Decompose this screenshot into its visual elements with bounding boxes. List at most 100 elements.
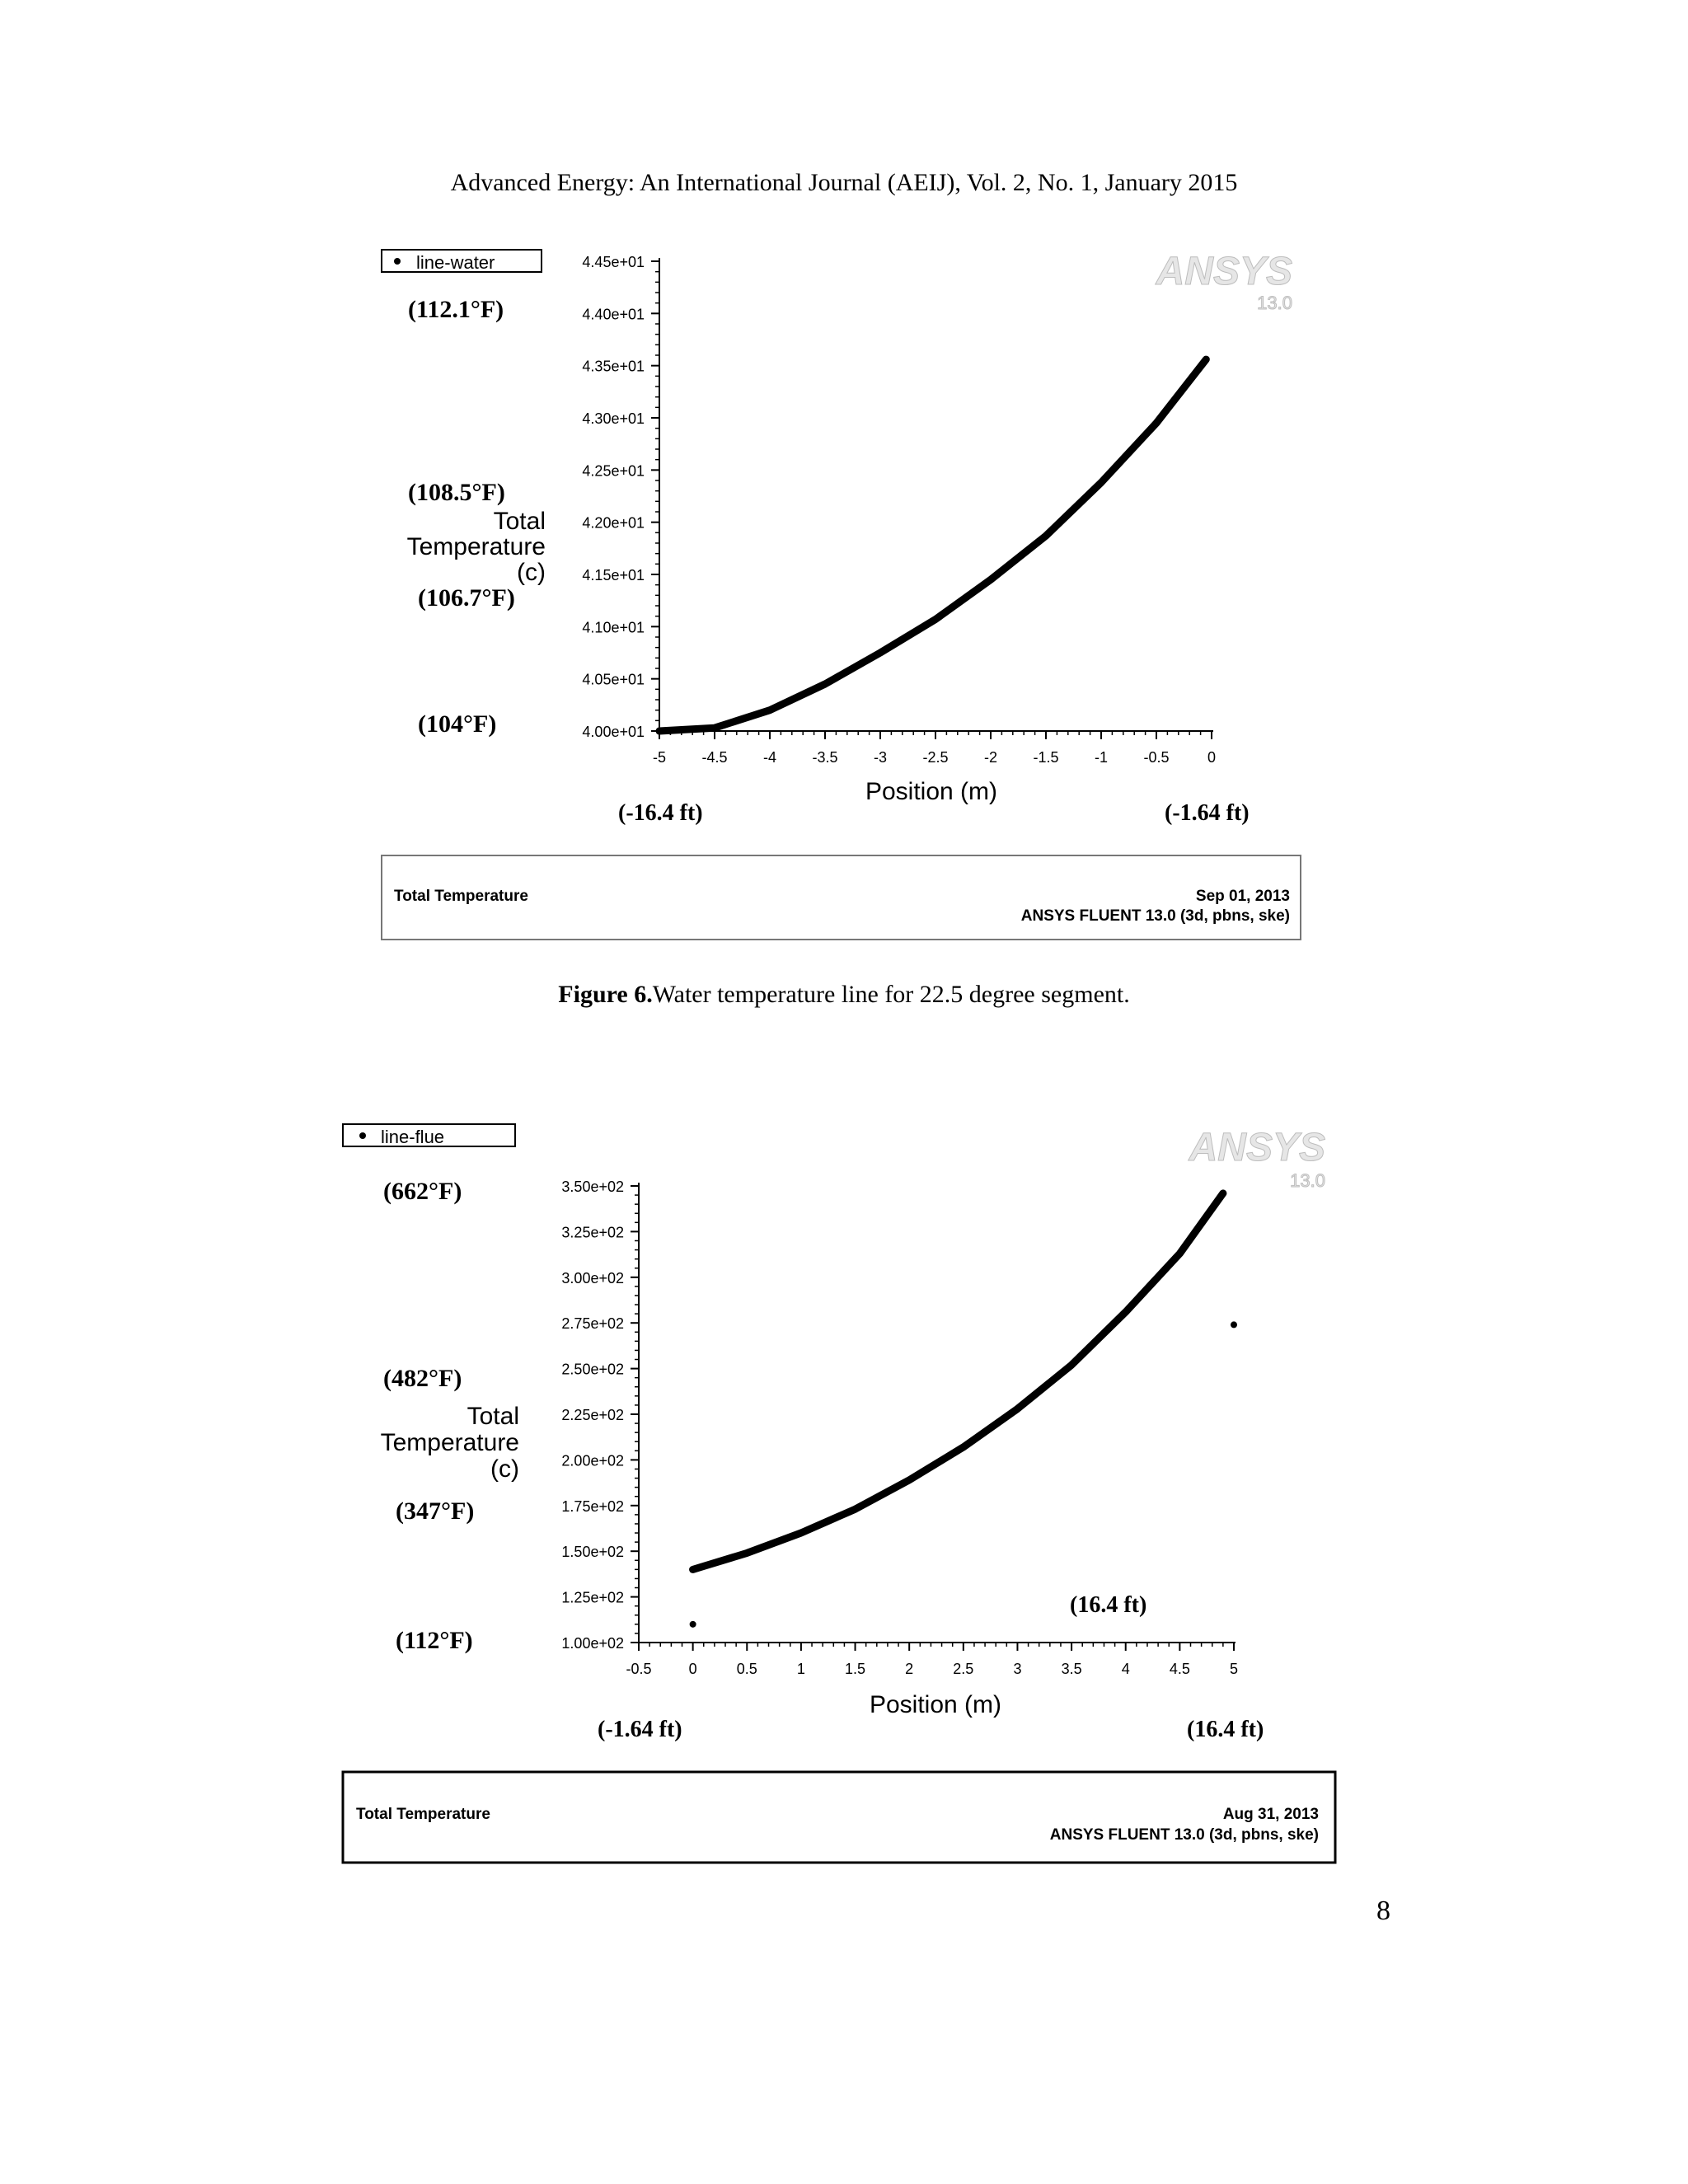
figure-7-ft-label: (16.4 ft) — [1187, 1717, 1264, 1742]
figure-6-ansys-logo: ANSYS 13.0 — [1155, 250, 1292, 314]
figure-6-footer-date: Sep 01, 2013 — [1196, 888, 1290, 905]
x-tick-label: 3.5 — [1062, 1661, 1082, 1677]
svg-text:Temperature: Temperature — [381, 1429, 519, 1456]
outlier-point — [1231, 1321, 1237, 1329]
y-tick-label: 3.25e+02 — [561, 1224, 624, 1240]
x-tick-label: -4 — [763, 749, 776, 766]
figure-6-caption-label: Figure 6. — [558, 981, 653, 1008]
data-point — [1220, 1190, 1226, 1196]
figure-6-legend: line-water — [381, 249, 542, 273]
data-point — [1043, 533, 1048, 539]
data-point — [767, 707, 772, 713]
figure-6-caption-text: Water temperature line for 22.5 degree s… — [652, 981, 1130, 1008]
svg-text:ANSYS: ANSYS — [1189, 1126, 1325, 1169]
svg-text:(c): (c) — [490, 1455, 519, 1483]
data-point — [1099, 480, 1104, 485]
svg-text:(c): (c) — [517, 559, 546, 586]
x-tick-label: 4 — [1122, 1661, 1130, 1677]
figure-6-f-label: (106.7°F) — [418, 584, 515, 612]
figure-6-f-labels: (112.1°F) (108.5°F) (106.7°F) (104°F) — [408, 296, 515, 738]
data-point — [852, 1507, 858, 1512]
y-tick-label: 2.50e+02 — [561, 1361, 624, 1378]
x-tick-label: 4.5 — [1170, 1661, 1190, 1677]
figure-7-ft-labels: (-1.64 ft) (16.4 ft) — [598, 1717, 1264, 1742]
y-tick-label: 4.15e+01 — [582, 567, 645, 583]
x-tick-label: 1.5 — [845, 1661, 865, 1677]
x-tick-label: 3 — [1013, 1661, 1021, 1677]
figure-7-inside-ft-label: (16.4 ft) — [1070, 1592, 1146, 1618]
x-tick-label: 2 — [905, 1661, 913, 1677]
data-point — [907, 1477, 912, 1483]
x-tick-label: 0 — [1207, 749, 1216, 766]
x-tick-label: -1 — [1095, 749, 1108, 766]
figure-6-f-label: (108.5°F) — [408, 479, 505, 506]
data-point — [798, 1530, 804, 1536]
figure-7-legend: line-flue — [342, 1123, 516, 1147]
y-tick-label: 4.05e+01 — [582, 672, 645, 688]
x-tick-label: -3.5 — [812, 749, 837, 766]
figure-6-ft-labels: (-16.4 ft) (-1.64 ft) — [618, 800, 1250, 826]
data-point — [744, 1550, 750, 1556]
x-tick-label: -0.5 — [1143, 749, 1169, 766]
figure-6-ft-label: (-16.4 ft) — [618, 800, 703, 826]
data-point — [878, 650, 883, 655]
y-tick-label: 2.25e+02 — [561, 1407, 624, 1423]
figure-7-x-axis-title: Position (m) — [870, 1691, 1001, 1718]
y-tick-label: 4.00e+01 — [582, 724, 645, 740]
figure-7-f-label: (112°F) — [396, 1627, 473, 1654]
data-point — [712, 725, 717, 731]
x-tick-label: -1.5 — [1033, 749, 1058, 766]
y-tick-label: 1.75e+02 — [561, 1498, 624, 1515]
data-point — [1015, 1406, 1020, 1412]
figure-7-footer-box: Total Temperature Aug 31, 2013 ANSYS FLU… — [341, 1770, 1337, 1864]
y-tick-label: 4.45e+01 — [582, 254, 645, 270]
y-tick-label: 1.25e+02 — [561, 1590, 624, 1606]
y-tick-label: 4.20e+01 — [582, 515, 645, 532]
x-tick-label: -0.5 — [626, 1661, 651, 1677]
data-point — [657, 729, 662, 733]
x-tick-label: -3 — [874, 749, 887, 766]
series-line — [689, 1189, 1227, 1573]
figure-6-ft-label: (-1.64 ft) — [1165, 800, 1250, 826]
figure-6-caption: Figure 6.Water temperature line for 22.5… — [0, 981, 1688, 1009]
y-tick-label: 4.35e+01 — [582, 359, 645, 375]
x-tick-label: -2 — [984, 749, 997, 766]
figure-6-legend-label: line-water — [416, 252, 495, 273]
figure-6-plot: 4.00e+01 4.05e+01 4.10e+01 4.15e+01 4.20e+01… — [582, 254, 1216, 766]
x-tick-label: -4.5 — [701, 749, 727, 766]
y-tick-label: 4.40e+01 — [582, 306, 645, 322]
figure-6-footer-solver: ANSYS FLUENT 13.0 (3d, pbns, ske) — [1021, 907, 1290, 925]
figure-7-f-label: (662°F) — [383, 1178, 462, 1205]
data-point — [1177, 1250, 1183, 1256]
figure-7-footer-date: Aug 31, 2013 — [1223, 1806, 1319, 1823]
data-point — [690, 1567, 696, 1572]
figure-7-f-label: (347°F) — [396, 1497, 474, 1525]
svg-text:Temperature: Temperature — [407, 533, 546, 560]
data-point — [960, 1444, 966, 1450]
y-tick-label: 1.50e+02 — [561, 1544, 624, 1560]
data-point — [1154, 420, 1159, 426]
y-tick-label: 4.10e+01 — [582, 619, 645, 635]
x-tick-label: 2.5 — [953, 1661, 973, 1677]
figure-7-ft-label: (-1.64 ft) — [598, 1717, 682, 1742]
page-number: 8 — [1376, 1896, 1390, 1926]
figure-6-f-label: (104°F) — [418, 710, 496, 738]
x-tick-label: -2.5 — [922, 749, 948, 766]
x-tick-label: -5 — [653, 749, 666, 766]
figure-7-f-label: (482°F) — [383, 1365, 462, 1392]
figure-7-footer-solver: ANSYS FLUENT 13.0 (3d, pbns, ske) — [1050, 1826, 1319, 1844]
data-point — [823, 682, 828, 687]
figure-6-x-axis-title: Position (m) — [865, 778, 997, 805]
figure-7-y-axis-title: Total Temperature (c) — [381, 1403, 519, 1483]
outlier-point — [689, 1620, 696, 1628]
svg-text:Total: Total — [494, 508, 546, 535]
data-point — [1069, 1362, 1075, 1368]
x-tick-label: 0.5 — [737, 1661, 757, 1677]
figure-7-legend-label: line-flue — [381, 1127, 444, 1147]
figure-7-f-labels: (662°F) (482°F) (347°F) (112°F) — [383, 1178, 474, 1654]
y-tick-label: 1.00e+02 — [561, 1635, 624, 1652]
figure-7-ansys-logo: ANSYS 13.0 — [1188, 1126, 1325, 1192]
y-tick-label: 2.75e+02 — [561, 1315, 624, 1332]
x-tick-label: 0 — [689, 1661, 697, 1677]
